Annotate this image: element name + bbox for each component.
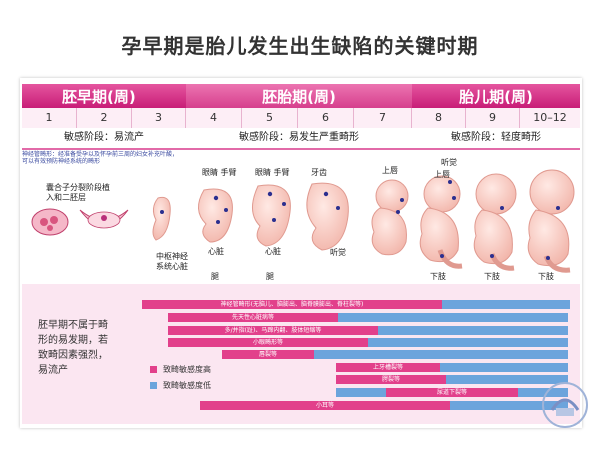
bar-label-hypospadias: 尿道下裂等 bbox=[436, 389, 467, 396]
bar-label-palate: 腭裂等 bbox=[381, 376, 400, 383]
defect-bar-neural-tube bbox=[142, 300, 570, 309]
bar-label-ear: 小耳等 bbox=[315, 402, 334, 409]
legend-label-low: 致畸敏感度低 bbox=[163, 381, 211, 390]
label-leg-5: 腿 bbox=[211, 272, 219, 281]
label-heart-5: 心脏 bbox=[208, 247, 224, 256]
bar-low-segment bbox=[442, 300, 570, 309]
divider bbox=[22, 148, 580, 150]
label-leg-6: 腿 bbox=[266, 272, 274, 281]
early-period-note: 胚早期不属于畸形的易发期，若致畸因素强烈，易流产 bbox=[38, 320, 108, 376]
week-cell: 10–12 bbox=[520, 108, 580, 128]
defect-bar-eye bbox=[168, 338, 568, 347]
bar-low-segment bbox=[450, 401, 568, 410]
bar-high-segment bbox=[142, 300, 442, 309]
week-cell: 8 bbox=[412, 108, 466, 128]
zygote-icon bbox=[31, 208, 69, 236]
bar-high-segment bbox=[336, 375, 446, 384]
bar-label-eye: 小眼畸形等 bbox=[252, 339, 283, 346]
label-lower-limb-10: 下肢 bbox=[538, 272, 554, 281]
defect-bar-ear bbox=[200, 401, 568, 410]
defect-bar-alveolar bbox=[336, 363, 568, 372]
defect-bar-limb bbox=[168, 326, 568, 335]
bar-label-alveolar: 上牙槽裂等 bbox=[372, 364, 403, 371]
bar-high-segment bbox=[386, 388, 518, 397]
bar-high-segment bbox=[200, 401, 450, 410]
bar-high-segment bbox=[168, 326, 378, 335]
label-eye-arm-5: 眼睛 手臂 bbox=[202, 168, 237, 177]
defect-bar-lip bbox=[222, 350, 568, 359]
embryo-week6-icon bbox=[306, 182, 349, 251]
bar-low-segment bbox=[378, 326, 568, 335]
label-hearing-8: 听觉 bbox=[441, 158, 457, 167]
legend-swatch-low bbox=[150, 382, 157, 389]
label-hearing: 听觉 bbox=[330, 248, 346, 257]
sensitivity-fetal: 敏感阶段：轻度畸形 bbox=[451, 132, 541, 143]
fetus-week10-12-icon bbox=[527, 169, 575, 273]
bar-label-limb: 多/并指(趾)、马蹄内翻、肢体短缩等 bbox=[224, 327, 322, 334]
legend-high: 致畸敏感度高 bbox=[150, 364, 211, 375]
embryo-week8-icon bbox=[419, 175, 463, 269]
week-cell: 5 bbox=[242, 108, 298, 128]
bar-high-segment bbox=[336, 363, 440, 372]
bar-low-segment bbox=[368, 338, 568, 347]
label-upper-lip-8: 上唇 bbox=[434, 170, 450, 179]
label-lower-limb-8: 下肢 bbox=[430, 272, 446, 281]
week-cell: 2 bbox=[77, 108, 132, 128]
embryo-illustrations bbox=[31, 169, 575, 273]
label-teeth: 牙齿 bbox=[311, 168, 327, 177]
period-header-fetal: 胎儿期(周) bbox=[412, 84, 580, 108]
week-cell: 6 bbox=[298, 108, 354, 128]
bar-label-lip: 唇裂等 bbox=[258, 351, 277, 358]
bar-low-segment bbox=[338, 313, 568, 322]
label-cns-heart: 中枢神经系统心脏 bbox=[156, 252, 188, 271]
sensitivity-early: 敏感阶段：易流产 bbox=[64, 132, 144, 143]
embryo-week5-icon bbox=[252, 184, 291, 247]
week-cell: 1 bbox=[22, 108, 77, 128]
fetus-week9-icon bbox=[473, 173, 517, 271]
bar-low-segment bbox=[440, 363, 568, 372]
implantation-icon bbox=[79, 209, 129, 229]
week-cell: 4 bbox=[186, 108, 242, 128]
legend-swatch-high bbox=[150, 366, 157, 373]
period-header-early: 胚早期(周) bbox=[22, 84, 186, 108]
bar-high-segment bbox=[168, 338, 368, 347]
week-cell: 7 bbox=[354, 108, 412, 128]
label-heart-6: 心脏 bbox=[265, 247, 281, 256]
defect-bar-heart bbox=[168, 313, 568, 322]
legend-label-high: 致畸敏感度高 bbox=[163, 365, 211, 374]
watermark-logo bbox=[542, 382, 588, 428]
bar-label-neural-tube: 神经管畸形(无脑儿、脑膨出、脑脊膜膨出、脊柱裂等) bbox=[220, 301, 364, 308]
embryo-week4-icon bbox=[198, 188, 233, 243]
period-header-embryo: 胚胎期(周) bbox=[186, 84, 412, 108]
bar-low-segment bbox=[314, 350, 568, 359]
folate-note: 神经管畸形：经准备受孕以及怀孕前三周的妇女补充叶酸，可以有效预防神经系统的畸形 bbox=[22, 151, 179, 165]
label-early-stage: 囊合子分裂阶段植入和二胚层 bbox=[46, 183, 110, 202]
embryo-week7-icon bbox=[371, 179, 409, 256]
week-cell: 3 bbox=[132, 108, 186, 128]
label-eye-arm-6: 眼睛 手臂 bbox=[255, 168, 290, 177]
defect-bar-hypospadias bbox=[336, 388, 568, 397]
bar-high-segment bbox=[168, 313, 338, 322]
week-cell: 9 bbox=[466, 108, 520, 128]
bar-low-segment bbox=[446, 375, 568, 384]
sensitivity-embryo: 敏感阶段：易发生严重畸形 bbox=[239, 132, 359, 143]
defect-bar-palate bbox=[336, 375, 568, 384]
embryo-week3-icon bbox=[152, 196, 171, 241]
bar-low-segment bbox=[518, 388, 568, 397]
bar-high-segment bbox=[222, 350, 314, 359]
legend-low: 致畸敏感度低 bbox=[150, 380, 211, 391]
label-upper-lip-7: 上唇 bbox=[382, 166, 398, 175]
bar-label-heart: 先天性心脏病等 bbox=[231, 314, 274, 321]
bar-low-segment bbox=[336, 388, 386, 397]
label-lower-limb-9: 下肢 bbox=[484, 272, 500, 281]
week-row: 1 2 3 4 5 6 7 8 9 10–12 bbox=[22, 108, 580, 128]
page-title: 孕早期是胎儿发生出生缺陷的关键时期 bbox=[121, 34, 479, 58]
